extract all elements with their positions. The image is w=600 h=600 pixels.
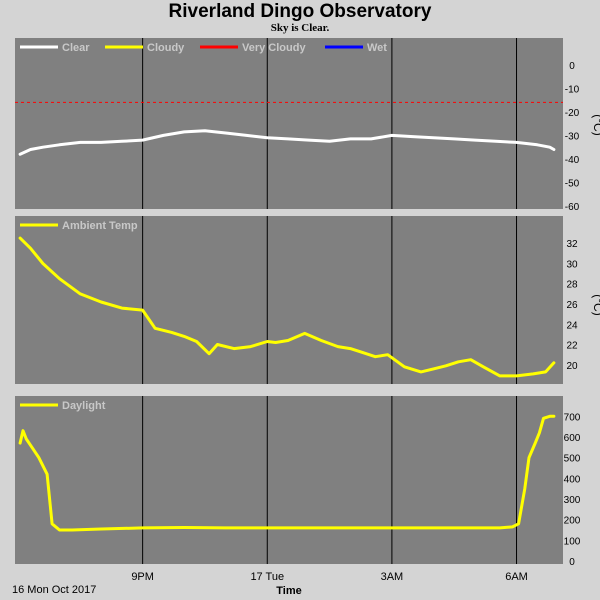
y-tick-label: 20	[566, 361, 578, 372]
y-tick-label: -10	[565, 84, 580, 95]
x-tick-label: 9PM	[131, 571, 154, 583]
y-tick-label: 22	[566, 341, 578, 352]
y-tick-label: 0	[569, 61, 575, 72]
daylight-chart: Daylight 700 600 500 400 300 200 100 0	[15, 396, 581, 568]
sky-chart-panel	[15, 38, 563, 209]
legend-label: Very Cloudy	[242, 42, 306, 54]
x-tick-label: 3AM	[381, 571, 404, 583]
y-tick-label: 700	[564, 412, 581, 423]
daylight-chart-panel	[15, 396, 563, 564]
y-tick-label: -50	[565, 178, 580, 189]
y-tick-label: 26	[566, 300, 578, 311]
y-tick-label: 600	[564, 433, 581, 444]
x-tick-label: 17 Tue	[250, 571, 284, 583]
series-line-clear	[18, 129, 556, 156]
y-tick-label: 32	[566, 239, 578, 250]
series-line-daylight	[18, 414, 556, 532]
y-tick-label: 0	[569, 557, 575, 568]
series-line-ambient-temp	[18, 236, 556, 378]
y-tick-label: -40	[565, 155, 580, 166]
date-label: 16 Mon Oct 2017	[12, 584, 96, 596]
y-tick-label: 200	[564, 516, 581, 527]
sky-chart: Clear Cloudy Very Cloudy Wet 0 -10 -20 -30 -40 -…	[15, 38, 600, 213]
ambient-y-unit: (°C)	[591, 294, 600, 315]
y-tick-label: 28	[566, 280, 578, 291]
legend-label: Cloudy	[147, 42, 185, 54]
y-tick-label: -20	[565, 108, 580, 119]
y-tick-label: 500	[564, 454, 581, 465]
page-title: Riverland Dingo Observatory	[168, 1, 432, 22]
sky-y-unit: (°C)	[591, 114, 600, 135]
y-tick-label: 300	[564, 495, 581, 506]
y-tick-label: -30	[565, 131, 580, 142]
legend-label: Wet	[367, 42, 387, 54]
ambient-chart: Ambient Temp 32 30 28 26 24 22 20 (°C)	[15, 216, 600, 384]
ambient-chart-panel	[15, 216, 563, 384]
legend-label: Clear	[62, 42, 90, 54]
y-tick-label: 100	[564, 536, 581, 547]
legend-label: Ambient Temp	[62, 220, 138, 232]
y-tick-label: 24	[566, 320, 578, 331]
y-tick-label: 400	[564, 474, 581, 485]
x-tick-label: 6AM	[505, 571, 528, 583]
y-tick-label: 30	[566, 259, 578, 270]
y-tick-label: -60	[565, 202, 580, 213]
x-axis-title: Time	[276, 585, 301, 597]
legend-label: Daylight	[62, 400, 106, 412]
sky-status-text: Sky is Clear.	[270, 22, 330, 34]
